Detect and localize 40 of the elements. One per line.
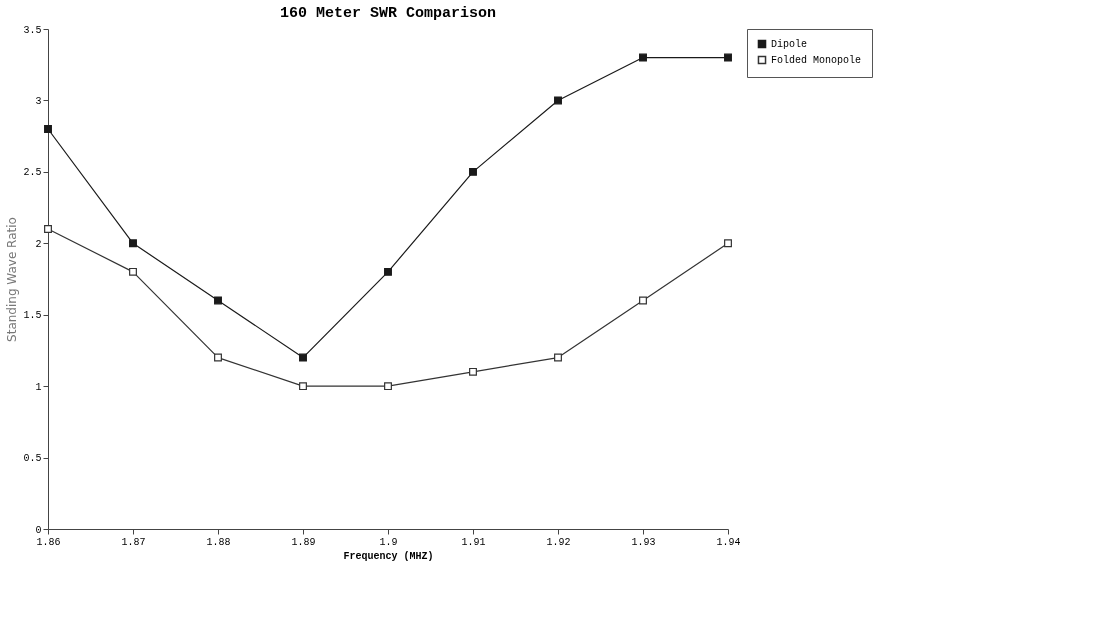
- x-tick-label: 1.91: [461, 536, 486, 548]
- point: [384, 267, 392, 276]
- point: [469, 367, 477, 376]
- x-tick-label: 1.87: [121, 536, 146, 548]
- point: [639, 53, 647, 62]
- y-tick-label: 3: [35, 95, 42, 107]
- point: [554, 96, 562, 105]
- y-tick-label: 0: [35, 524, 42, 536]
- y-tick-label: 2.5: [23, 167, 42, 179]
- point: [724, 239, 732, 248]
- y-tick-label: 3.5: [23, 24, 42, 36]
- point: [214, 353, 222, 362]
- x-tick-label: 1.93: [631, 536, 656, 548]
- y-tick-label: 1.5: [23, 310, 42, 322]
- x-tick-label: 1.86: [36, 536, 61, 548]
- point: [299, 382, 307, 391]
- point: [639, 296, 647, 305]
- point: [214, 296, 222, 305]
- x-tick-label: 1.88: [206, 536, 231, 548]
- y-tick-label: 0.5: [23, 453, 42, 465]
- point: [299, 353, 307, 362]
- x-axis-title: Frequency (MHZ): [343, 550, 434, 562]
- y-axis-title: Standing Wave Ratio: [5, 217, 20, 342]
- chart-title: 160 Meter SWR Comparison: [279, 5, 497, 22]
- y-tick-label: 1: [35, 381, 42, 393]
- x-tick-label: 1.89: [291, 536, 316, 548]
- x-tick-label: 1.9: [379, 536, 398, 548]
- point: [554, 353, 562, 362]
- x-tick-label: 1.94: [716, 536, 741, 548]
- point: [44, 125, 52, 133]
- point: [129, 267, 137, 276]
- point: [44, 225, 52, 233]
- legend-label: Dipole: [771, 39, 808, 50]
- point: [724, 53, 732, 62]
- x-tick-label: 1.92: [546, 536, 571, 548]
- legend-label: Folded Monopole: [771, 55, 862, 66]
- point: [469, 167, 477, 176]
- y-tick-label: 2: [35, 238, 42, 250]
- point: [129, 239, 137, 248]
- point: [384, 382, 392, 391]
